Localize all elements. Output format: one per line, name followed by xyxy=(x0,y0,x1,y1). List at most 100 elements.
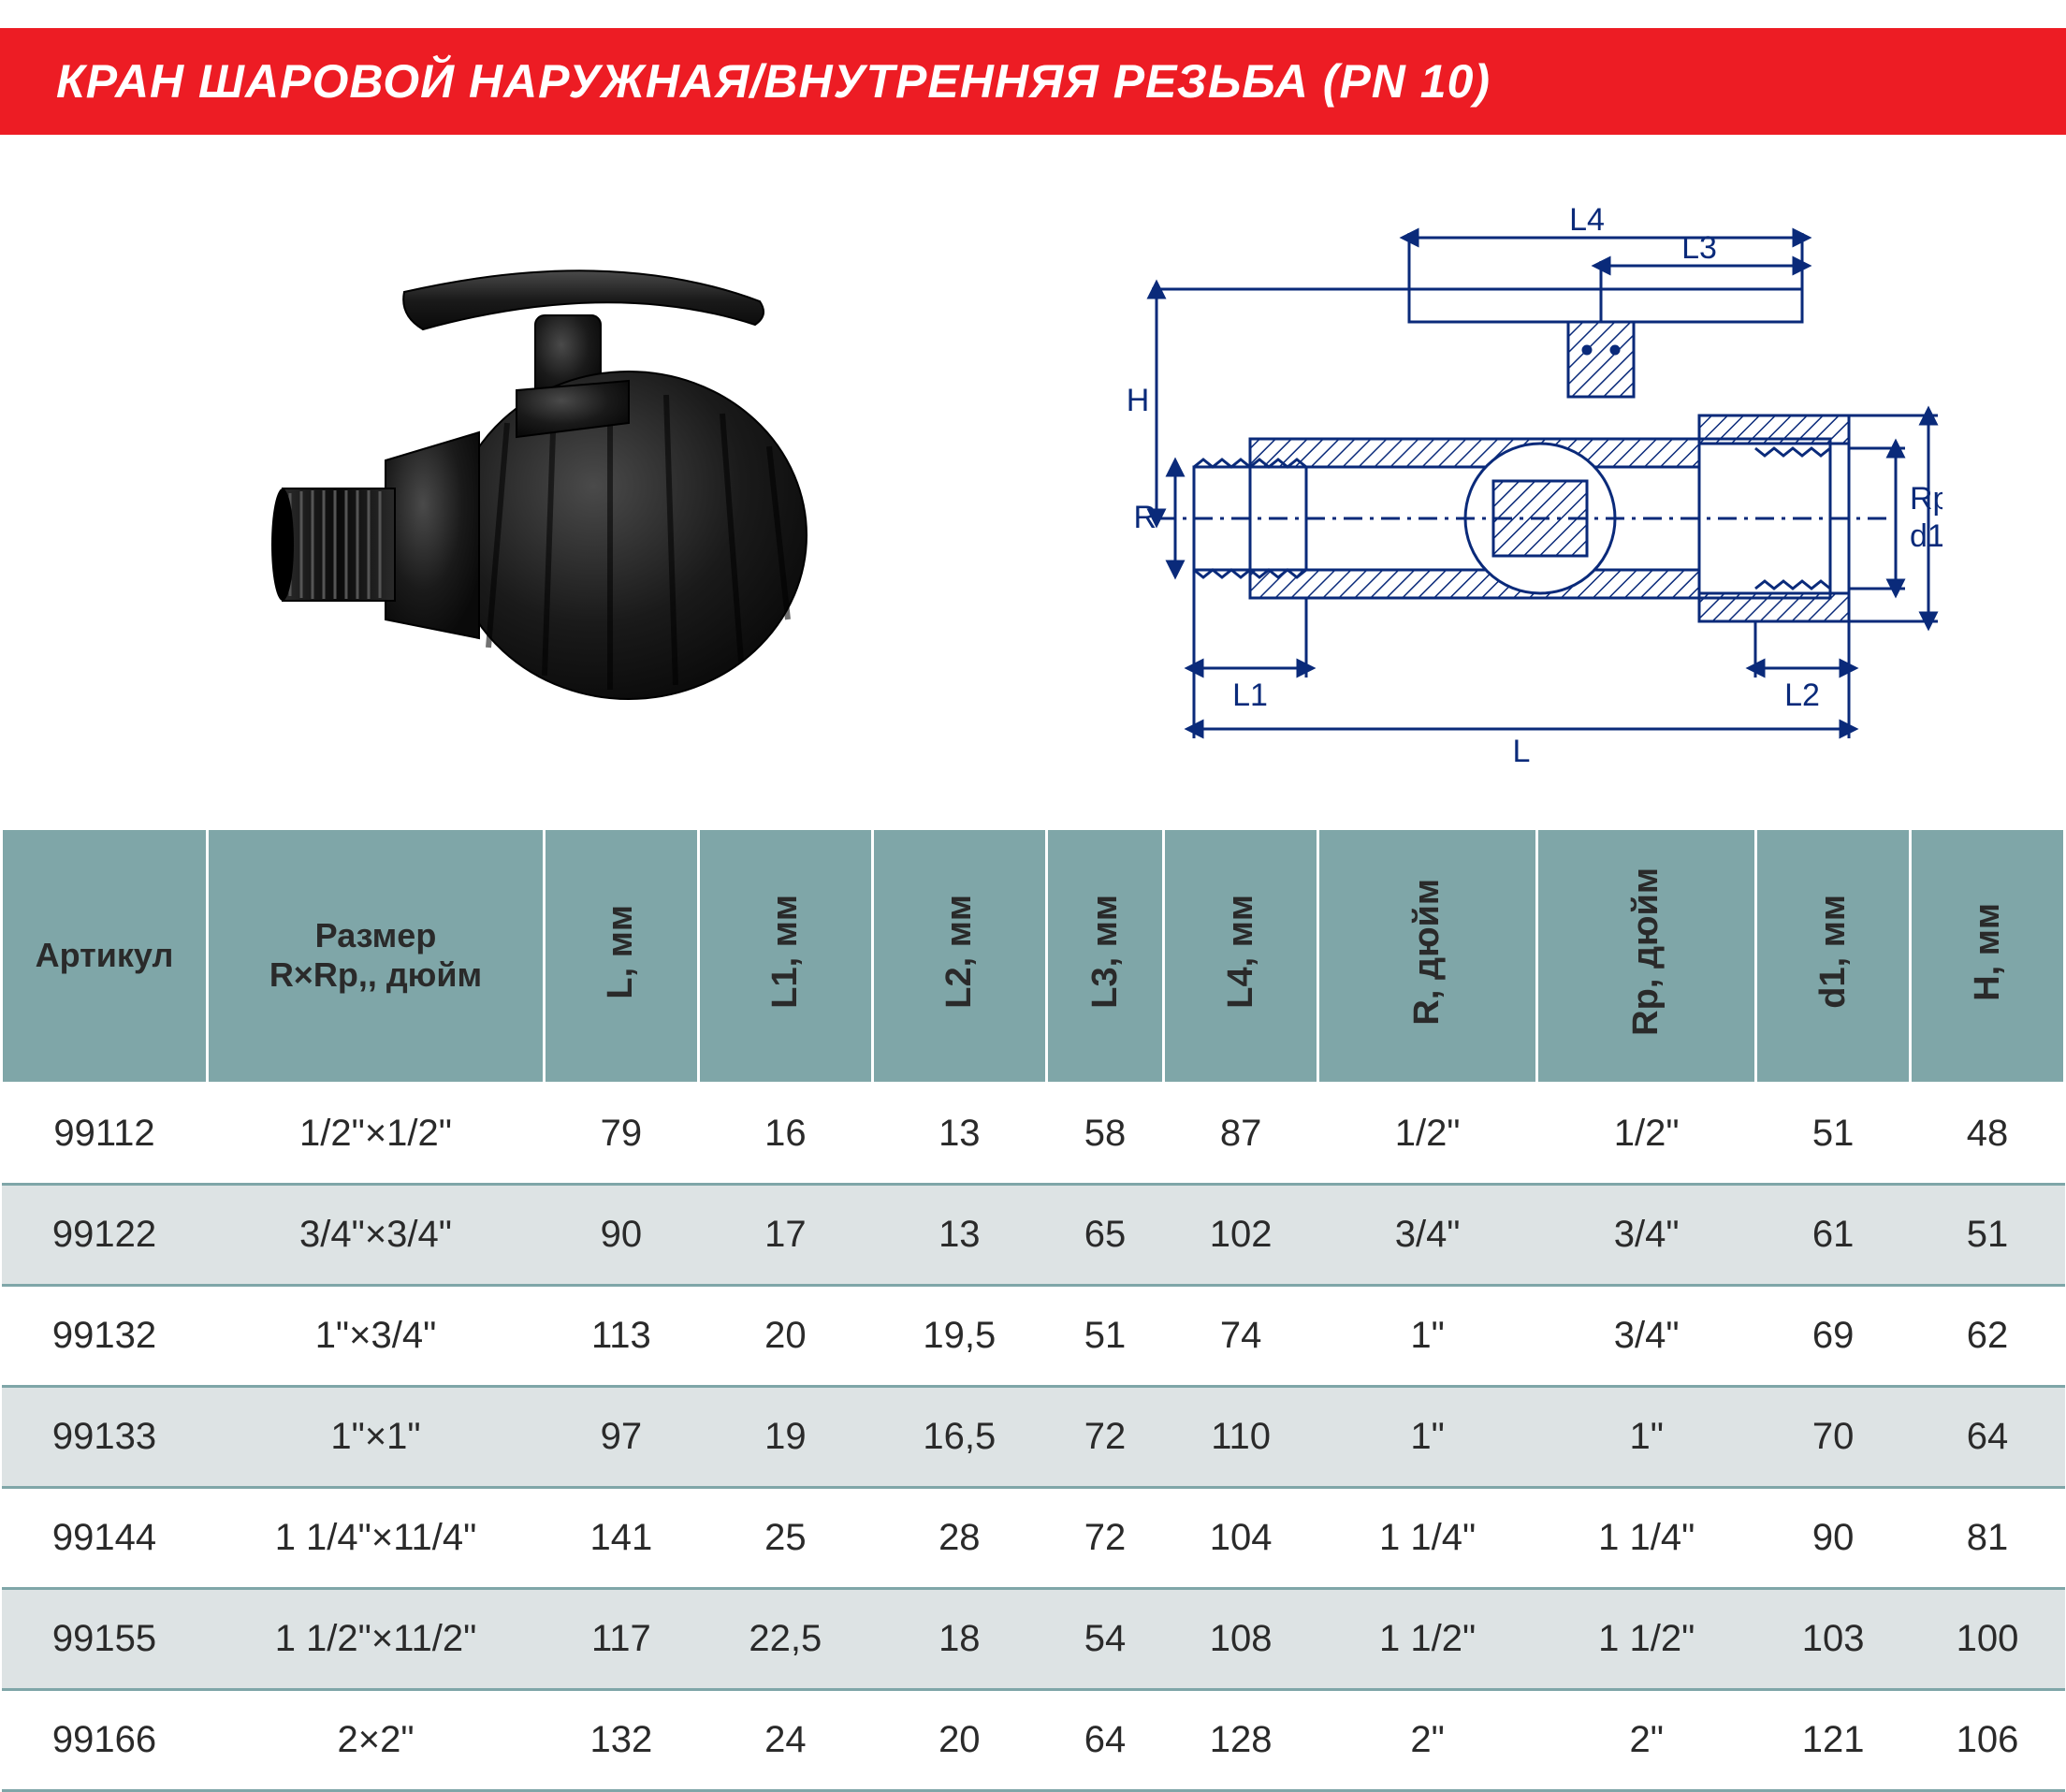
table-cell: 1 1/4" xyxy=(1318,1487,1537,1588)
table-cell: 18 xyxy=(872,1588,1046,1689)
table-cell: 87 xyxy=(1164,1083,1318,1184)
dim-d1: d1 xyxy=(1910,518,1942,554)
dim-r: R xyxy=(1133,500,1157,535)
table-cell: 99133 xyxy=(2,1386,208,1487)
product-photo xyxy=(56,226,1033,736)
col-header: L3, мм xyxy=(1046,829,1163,1084)
table-cell: 104 xyxy=(1164,1487,1318,1588)
table-cell: 19 xyxy=(698,1386,872,1487)
table-cell: 70 xyxy=(1756,1386,1911,1487)
table-cell: 90 xyxy=(1756,1487,1911,1588)
table-cell: 108 xyxy=(1164,1588,1318,1689)
page-title-bar: КРАН ШАРОВОЙ НАРУЖНАЯ/ВНУТРЕННЯЯ РЕЗЬБА … xyxy=(0,28,2066,135)
table-row: 991331"×1"971916,5721101"1"7064 xyxy=(2,1386,2065,1487)
table-cell: 90 xyxy=(545,1184,699,1285)
dim-rp: Rp xyxy=(1910,481,1942,517)
dim-l4: L4 xyxy=(1569,202,1605,238)
table-cell: 99166 xyxy=(2,1689,208,1790)
table-cell: 22,5 xyxy=(698,1588,872,1689)
spec-table-body: 991121/2"×1/2"79161358871/2"1/2"51489912… xyxy=(2,1083,2065,1790)
dim-l: L xyxy=(1513,734,1531,762)
table-cell: 1 1/2"×11/2" xyxy=(208,1588,545,1689)
table-cell: 1" xyxy=(1318,1386,1537,1487)
table-cell: 1/2" xyxy=(1537,1083,1756,1184)
table-cell: 97 xyxy=(545,1386,699,1487)
table-cell: 20 xyxy=(872,1689,1046,1790)
table-cell: 1" xyxy=(1537,1386,1756,1487)
col-header: Rp, дюйм xyxy=(1537,829,1756,1084)
table-cell: 99155 xyxy=(2,1588,208,1689)
table-cell: 3/4"×3/4" xyxy=(208,1184,545,1285)
table-cell: 3/4" xyxy=(1318,1184,1537,1285)
table-cell: 132 xyxy=(545,1689,699,1790)
table-cell: 64 xyxy=(1911,1386,2065,1487)
table-cell: 54 xyxy=(1046,1588,1163,1689)
table-cell: 1 1/2" xyxy=(1537,1588,1756,1689)
spec-table: АртикулРазмерR×Rp,, дюймL, ммL1, ммL2, м… xyxy=(0,827,2066,1792)
table-cell: 74 xyxy=(1164,1285,1318,1386)
table-row: 991121/2"×1/2"79161358871/2"1/2"5148 xyxy=(2,1083,2065,1184)
table-cell: 3/4" xyxy=(1537,1285,1756,1386)
table-cell: 113 xyxy=(545,1285,699,1386)
diagram-svg: L4 L3 H R Rp d1 xyxy=(1100,200,1942,762)
table-cell: 16 xyxy=(698,1083,872,1184)
table-cell: 65 xyxy=(1046,1184,1163,1285)
table-cell: 1/2"×1/2" xyxy=(208,1083,545,1184)
table-cell: 2" xyxy=(1318,1689,1537,1790)
table-cell: 99112 xyxy=(2,1083,208,1184)
dim-h: H xyxy=(1127,383,1150,418)
table-cell: 103 xyxy=(1756,1588,1911,1689)
table-cell: 1"×3/4" xyxy=(208,1285,545,1386)
table-cell: 99144 xyxy=(2,1487,208,1588)
table-cell: 17 xyxy=(698,1184,872,1285)
col-header: Артикул xyxy=(2,829,208,1084)
table-cell: 72 xyxy=(1046,1386,1163,1487)
table-cell: 99122 xyxy=(2,1184,208,1285)
page-title: КРАН ШАРОВОЙ НАРУЖНАЯ/ВНУТРЕННЯЯ РЕЗЬБА … xyxy=(56,55,1491,108)
valve-photo-svg xyxy=(236,226,853,732)
table-row: 991321"×3/4"1132019,551741"3/4"6962 xyxy=(2,1285,2065,1386)
col-header: L1, мм xyxy=(698,829,872,1084)
col-header: d1, мм xyxy=(1756,829,1911,1084)
table-cell: 13 xyxy=(872,1184,1046,1285)
figures-row: L4 L3 H R Rp d1 xyxy=(0,172,2066,827)
table-cell: 1"×1" xyxy=(208,1386,545,1487)
table-cell: 100 xyxy=(1911,1588,2065,1689)
table-cell: 20 xyxy=(698,1285,872,1386)
table-cell: 51 xyxy=(1756,1083,1911,1184)
table-cell: 1 1/2" xyxy=(1318,1588,1537,1689)
table-cell: 2×2" xyxy=(208,1689,545,1790)
dim-l3: L3 xyxy=(1681,230,1717,266)
table-cell: 102 xyxy=(1164,1184,1318,1285)
table-cell: 19,5 xyxy=(872,1285,1046,1386)
col-header: H, мм xyxy=(1911,829,2065,1084)
table-cell: 24 xyxy=(698,1689,872,1790)
table-cell: 64 xyxy=(1046,1689,1163,1790)
table-cell: 141 xyxy=(545,1487,699,1588)
col-header: L, мм xyxy=(545,829,699,1084)
table-cell: 128 xyxy=(1164,1689,1318,1790)
table-cell: 58 xyxy=(1046,1083,1163,1184)
table-cell: 99132 xyxy=(2,1285,208,1386)
table-cell: 51 xyxy=(1911,1184,2065,1285)
col-header: L4, мм xyxy=(1164,829,1318,1084)
col-header: L2, мм xyxy=(872,829,1046,1084)
table-row: 991662×2"1322420641282"2"121106 xyxy=(2,1689,2065,1790)
table-cell: 48 xyxy=(1911,1083,2065,1184)
col-header: R, дюйм xyxy=(1318,829,1537,1084)
table-cell: 1" xyxy=(1318,1285,1537,1386)
table-cell: 1 1/4"×11/4" xyxy=(208,1487,545,1588)
table-cell: 51 xyxy=(1046,1285,1163,1386)
dim-l1: L1 xyxy=(1232,677,1268,713)
table-cell: 61 xyxy=(1756,1184,1911,1285)
table-cell: 1 1/4" xyxy=(1537,1487,1756,1588)
technical-diagram: L4 L3 H R Rp d1 xyxy=(1033,200,2010,762)
dim-l2: L2 xyxy=(1784,677,1820,713)
table-cell: 121 xyxy=(1756,1689,1911,1790)
table-cell: 72 xyxy=(1046,1487,1163,1588)
table-cell: 13 xyxy=(872,1083,1046,1184)
spec-table-head: АртикулРазмерR×Rp,, дюймL, ммL1, ммL2, м… xyxy=(2,829,2065,1084)
table-cell: 1/2" xyxy=(1318,1083,1537,1184)
table-cell: 16,5 xyxy=(872,1386,1046,1487)
table-cell: 62 xyxy=(1911,1285,2065,1386)
